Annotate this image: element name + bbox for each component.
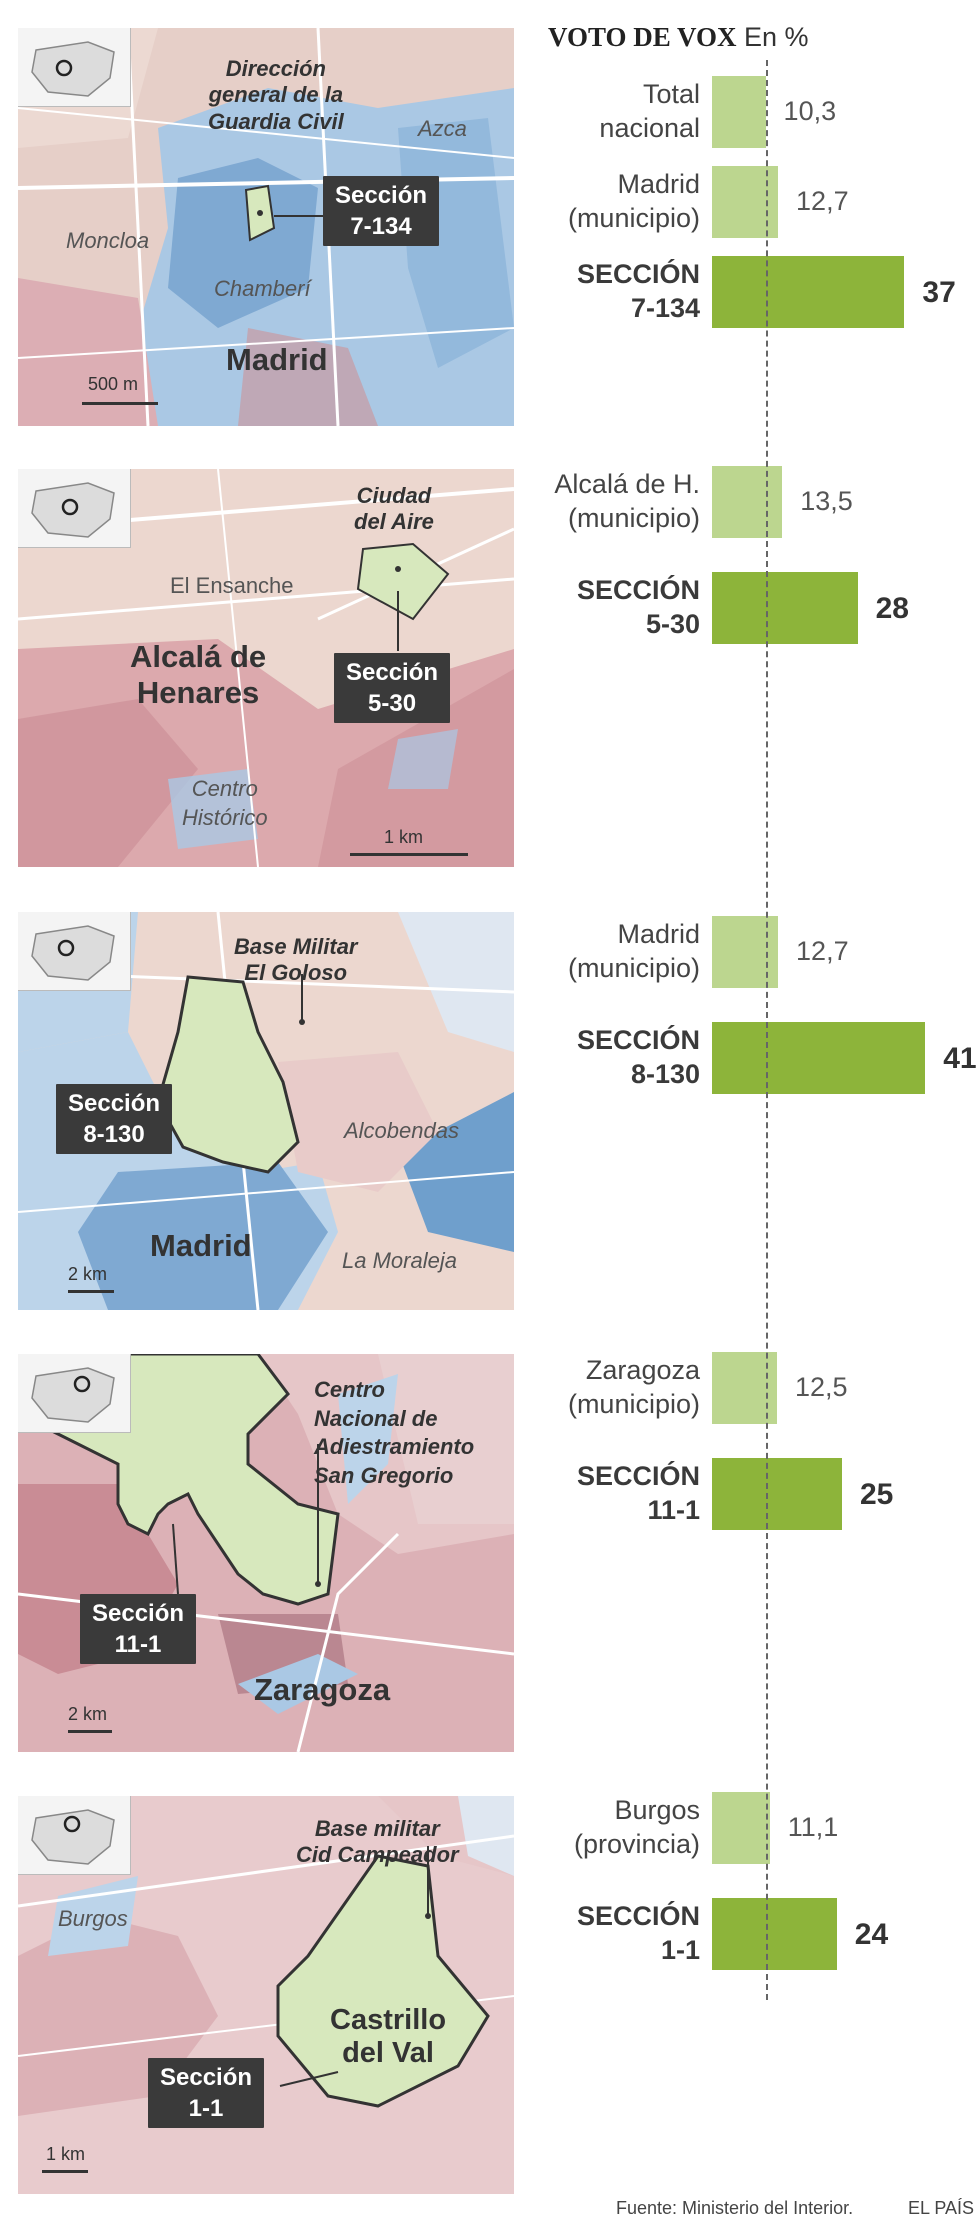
scale-label: 500 m xyxy=(88,374,139,394)
bar-label: Alcalá de H. (municipio) xyxy=(554,469,700,533)
section-callout: Sección 8-130 xyxy=(56,1084,173,1155)
spain-locator-graphic xyxy=(31,482,115,538)
spain-locator-graphic xyxy=(31,1367,115,1423)
bar-label: Madrid (municipio) xyxy=(567,919,700,983)
chart-title: VOTO DE VOX En % xyxy=(548,22,809,53)
scale-bar xyxy=(68,1730,112,1733)
bar-section xyxy=(712,1458,842,1530)
map-san-gregorio-11-1: Centro Nacional de Adiestramiento San Gr… xyxy=(18,1354,514,1752)
scale-bar xyxy=(350,853,468,856)
spain-locator-map xyxy=(18,1796,131,1875)
bar-label: Madrid (municipio) xyxy=(567,169,700,233)
scale-label: 1 km xyxy=(384,827,424,847)
map-label-chamberi: Chamberí xyxy=(214,276,311,301)
bar-label: SECCIÓN 8-130 xyxy=(576,1025,700,1089)
map-label-el-goloso: Base Militar El Goloso xyxy=(234,934,358,986)
map-label-centro-historico: Centro Histórico xyxy=(182,776,268,830)
bar-reference xyxy=(712,76,766,148)
bar-value: 13,5 xyxy=(800,486,853,516)
map-label-el-ensanche: El Ensanche xyxy=(170,573,294,598)
bar-section xyxy=(712,572,858,644)
spain-locator-graphic xyxy=(31,925,115,981)
map-city-label: Madrid xyxy=(150,1228,252,1263)
map-5-graphic xyxy=(18,1796,514,2194)
map-label-alcobendas: Alcobendas xyxy=(344,1118,459,1143)
scale-bar xyxy=(68,1290,114,1293)
source-note: Fuente: Ministerio del Interior. xyxy=(616,2198,854,2218)
bar-label: Zaragoza (municipio) xyxy=(567,1355,700,1419)
section-callout: Sección 5-30 xyxy=(334,653,451,724)
bar-label: Total nacional xyxy=(599,79,700,143)
bar-value: 12,5 xyxy=(795,1372,848,1402)
scale-bar xyxy=(82,402,158,405)
bar-reference xyxy=(712,466,783,538)
spain-locator-map xyxy=(18,1354,131,1433)
spain-locator-map xyxy=(18,28,131,107)
scale-label: 2 km xyxy=(68,1264,108,1284)
map-label-san-gregorio: Centro Nacional de Adiestramiento San Gr… xyxy=(314,1377,475,1488)
bar-label: SECCIÓN 11-1 xyxy=(576,1461,700,1525)
chart-title-unit: En % xyxy=(743,22,809,52)
section-callout: Sección 11-1 xyxy=(80,1594,197,1665)
bar-section xyxy=(712,1022,926,1094)
map-castrillo-1-1: Base militar Cid Campeador Burgos Castri… xyxy=(18,1796,514,2194)
bar-reference xyxy=(712,1792,770,1864)
bar-label: Burgos (provincia) xyxy=(573,1795,700,1859)
bar-label: SECCIÓN 7-134 xyxy=(576,259,700,323)
bar-value: 25 xyxy=(860,1478,894,1511)
bar-value: 10,3 xyxy=(783,96,837,126)
bar-value: 11,1 xyxy=(787,1812,839,1842)
scale-bar xyxy=(42,2170,88,2173)
bar-section xyxy=(712,1898,837,1970)
spain-locator-map xyxy=(18,912,131,991)
bar-section xyxy=(712,256,905,328)
map-alcala-5-30: Ciudad del Aire El Ensanche Centro Histó… xyxy=(18,469,514,867)
chart-title-bold: VOTO DE VOX xyxy=(548,22,737,52)
national-average-line xyxy=(765,60,768,2000)
bar-value: 24 xyxy=(854,1918,889,1951)
map-label-azca: Azca xyxy=(418,116,467,141)
bar-reference xyxy=(712,166,779,238)
bar-reference xyxy=(712,916,779,988)
spain-locator-graphic xyxy=(31,41,115,97)
scale-label: 1 km xyxy=(46,2144,86,2164)
map-city-label: Madrid xyxy=(226,342,328,377)
bar-label: SECCIÓN 1-1 xyxy=(576,1901,700,1965)
bar-value: 12,7 xyxy=(796,936,849,966)
spain-locator-map xyxy=(18,469,131,548)
map-label-moncloa: Moncloa xyxy=(66,228,150,253)
map-label-la-moraleja: La Moraleja xyxy=(342,1248,457,1273)
map-label-cid-campeador: Base militar Cid Campeador xyxy=(296,1816,459,1868)
spain-locator-graphic xyxy=(31,1809,115,1865)
bar-label: SECCIÓN 5-30 xyxy=(576,575,700,639)
map-label-burgos: Burgos xyxy=(58,1906,128,1931)
map-city-label: Castrillo del Val xyxy=(330,2004,447,2070)
map-city-label: Zaragoza xyxy=(254,1672,391,1707)
bar-value: 37 xyxy=(922,276,956,309)
section-callout: Sección 7-134 xyxy=(323,176,440,247)
bar-value: 28 xyxy=(875,592,909,625)
brand-logo: EL PAÍS xyxy=(908,2198,975,2218)
bar-value: 12,7 xyxy=(796,186,849,216)
map-label-ciudad-del-aire: Ciudad del Aire xyxy=(354,483,434,535)
map-label-guardia-civil: Dirección general de la Guardia Civil xyxy=(208,56,344,134)
bar-value: 41 xyxy=(943,1042,977,1075)
map-city-label: Alcalá de Henares xyxy=(130,639,267,710)
map-madrid-7-134: Dirección general de la Guardia Civil Az… xyxy=(18,28,514,426)
scale-label: 2 km xyxy=(68,1704,108,1724)
section-callout: Sección 1-1 xyxy=(148,2058,265,2129)
map-el-goloso-8-130: Base Militar El Goloso Alcobendas La Mor… xyxy=(18,912,514,1310)
